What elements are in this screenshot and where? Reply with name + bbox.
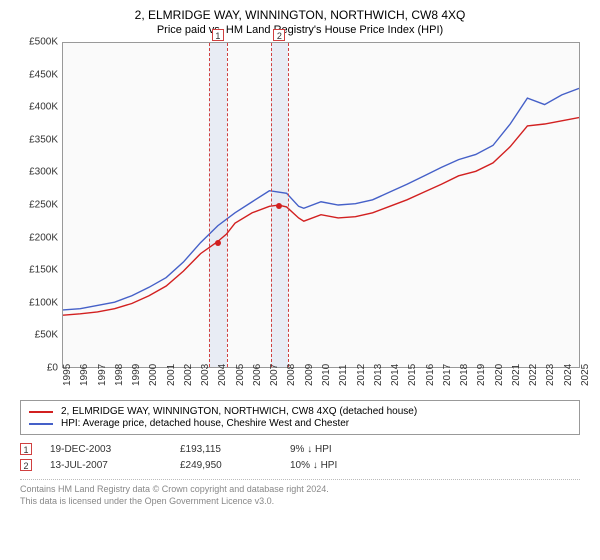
legend-item: 2, ELMRIDGE WAY, WINNINGTON, NORTHWICH, …	[29, 406, 571, 417]
x-tick-label: 1996	[79, 364, 90, 386]
sale-row-pct: 9% ↓ HPI	[290, 444, 390, 455]
x-tick-label: 2008	[286, 364, 297, 386]
legend-box: 2, ELMRIDGE WAY, WINNINGTON, NORTHWICH, …	[20, 400, 580, 435]
sale-band-edge	[227, 43, 228, 367]
x-tick-label: 1995	[62, 364, 73, 386]
y-tick-label: £400K	[29, 102, 58, 113]
chart-title-desc: Price paid vs. HM Land Registry's House …	[12, 24, 588, 36]
x-tick-label: 1997	[97, 364, 108, 386]
x-tick-label: 2017	[442, 364, 453, 386]
y-tick-label: £450K	[29, 69, 58, 80]
x-tick-label: 2004	[217, 364, 228, 386]
x-tick-label: 1999	[131, 364, 142, 386]
x-tick-label: 2020	[494, 364, 505, 386]
footer-line-1: Contains HM Land Registry data © Crown c…	[20, 484, 580, 496]
sale-dot	[215, 240, 221, 246]
x-tick-label: 2014	[390, 364, 401, 386]
sale-row-marker: 1	[20, 443, 32, 455]
footer-line-2: This data is licensed under the Open Gov…	[20, 496, 580, 508]
plot-area: £0 £50K £100K £150K £200K £250K £300K £350K £400…	[20, 42, 580, 396]
sale-band-edge	[288, 43, 289, 367]
y-tick-label: £350K	[29, 134, 58, 145]
sale-row-marker: 2	[20, 459, 32, 471]
x-tick-label: 2001	[166, 364, 177, 386]
x-axis: 1995199619971998199920002001200220032004…	[62, 368, 580, 396]
sale-row-price: £193,115	[180, 444, 290, 455]
title-block: 2, ELMRIDGE WAY, WINNINGTON, NORTHWICH, …	[12, 8, 588, 36]
x-tick-label: 2006	[252, 364, 263, 386]
chart-title-address: 2, ELMRIDGE WAY, WINNINGTON, NORTHWICH, …	[12, 8, 588, 22]
y-tick-label: £50K	[35, 330, 58, 341]
footer-attribution: Contains HM Land Registry data © Crown c…	[20, 479, 580, 507]
legend-item: HPI: Average price, detached house, Ches…	[29, 418, 571, 429]
x-tick-label: 2021	[511, 364, 522, 386]
sale-row-price: £249,950	[180, 460, 290, 471]
y-axis: £0 £50K £100K £150K £200K £250K £300K £350K £400…	[20, 42, 62, 396]
legend-swatch	[29, 423, 53, 425]
x-tick-label: 2009	[304, 364, 315, 386]
sale-row: 1 19-DEC-2003£193,1159% ↓ HPI	[20, 441, 580, 457]
y-tick-label: £250K	[29, 200, 58, 211]
x-tick-label: 2005	[235, 364, 246, 386]
sale-band-edge	[209, 43, 210, 367]
x-tick-label: 2015	[407, 364, 418, 386]
x-tick-label: 2007	[269, 364, 280, 386]
x-tick-label: 2012	[356, 364, 367, 386]
x-tick-label: 2003	[200, 364, 211, 386]
x-tick-label: 2011	[338, 364, 349, 386]
legend-label: 2, ELMRIDGE WAY, WINNINGTON, NORTHWICH, …	[61, 406, 417, 417]
sale-band-edge	[271, 43, 272, 367]
sale-dot	[276, 203, 282, 209]
x-tick-label: 2010	[321, 364, 332, 386]
sale-row-pct: 10% ↓ HPI	[290, 460, 390, 471]
y-tick-label: £0	[47, 363, 58, 374]
chart-lines	[63, 43, 579, 367]
x-tick-label: 2022	[528, 364, 539, 386]
x-tick-label: 2016	[425, 364, 436, 386]
sale-row-date: 19-DEC-2003	[50, 444, 180, 455]
x-tick-label: 2023	[545, 364, 556, 386]
sale-rows: 1 19-DEC-2003£193,1159% ↓ HPI 2 13-JUL-2007…	[20, 441, 580, 473]
y-tick-label: £500K	[29, 37, 58, 48]
x-tick-label: 2019	[476, 364, 487, 386]
x-tick-label: 2025	[580, 364, 591, 386]
x-tick-label: 2002	[183, 364, 194, 386]
y-tick-label: £100K	[29, 297, 58, 308]
sale-row: 2 13-JUL-2007£249,95010% ↓ HPI	[20, 457, 580, 473]
legend-swatch	[29, 411, 53, 413]
sale-marker-flag: 2	[273, 29, 285, 41]
x-tick-label: 2013	[373, 364, 384, 386]
series-property	[63, 118, 579, 316]
plot-region: 12	[62, 42, 580, 368]
y-tick-label: £300K	[29, 167, 58, 178]
chart-container: 2, ELMRIDGE WAY, WINNINGTON, NORTHWICH, …	[0, 0, 600, 513]
y-tick-label: £150K	[29, 265, 58, 276]
y-tick-label: £200K	[29, 232, 58, 243]
x-tick-label: 1998	[114, 364, 125, 386]
sale-marker-flag: 1	[212, 29, 224, 41]
legend-label: HPI: Average price, detached house, Ches…	[61, 418, 349, 429]
x-tick-label: 2024	[563, 364, 574, 386]
x-tick-label: 2018	[459, 364, 470, 386]
series-hpi	[63, 88, 579, 310]
sale-row-date: 13-JUL-2007	[50, 460, 180, 471]
x-tick-label: 2000	[148, 364, 159, 386]
